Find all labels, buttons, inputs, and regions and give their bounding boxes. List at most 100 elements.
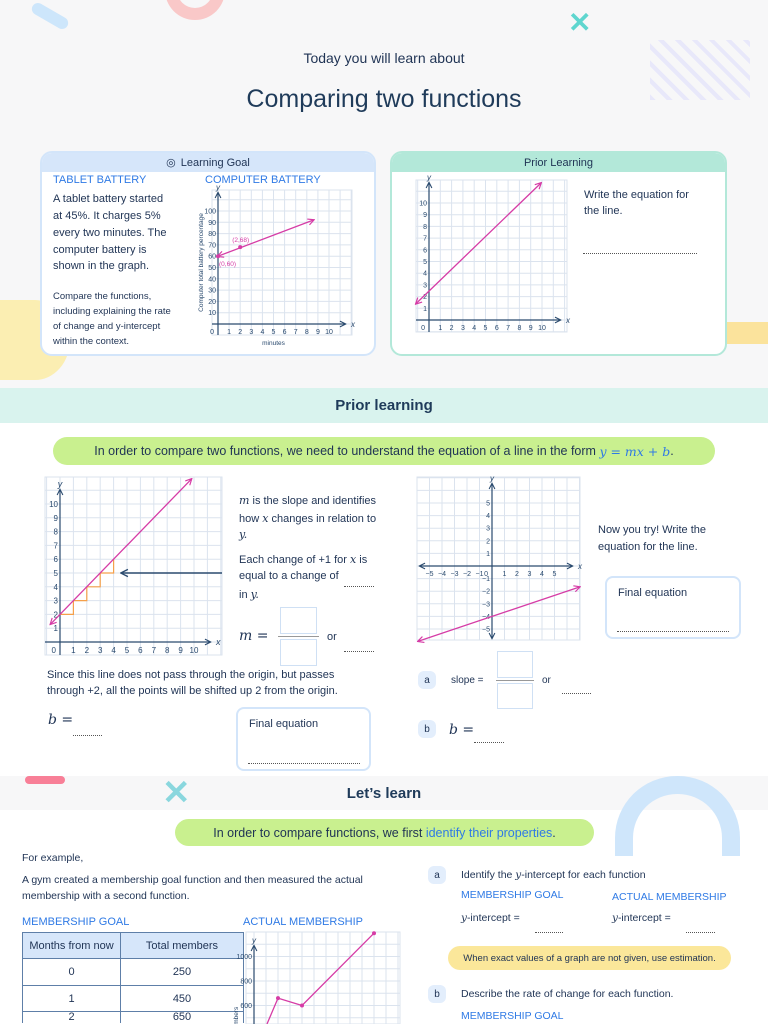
y-tick-label: 1 — [423, 306, 427, 313]
tablet-line: A tablet battery started — [53, 193, 164, 205]
try-it-prompt: Now you try! Write the — [598, 524, 706, 536]
y-axis-label: y — [426, 175, 432, 182]
table-header: Months from now — [22, 932, 121, 959]
try-slope-answer-line[interactable] — [562, 693, 591, 694]
since-text: Since this line does not pass through th… — [47, 669, 335, 681]
slope-text: y. — [239, 528, 248, 541]
slope-text: equal to a change of — [239, 570, 339, 582]
x-tick-label: 8 — [305, 329, 309, 336]
x-tick-label: 7 — [152, 646, 157, 655]
b-answer-line[interactable] — [73, 735, 102, 736]
table-cell: 0 — [22, 958, 121, 986]
slope-answer-line[interactable] — [344, 651, 374, 652]
try-numerator-input[interactable] — [497, 651, 533, 678]
y-tick-label: −5 — [482, 627, 490, 634]
data-point — [238, 245, 243, 250]
y-tick-label: 9 — [54, 514, 59, 523]
y-tick-label: 4 — [486, 513, 490, 520]
numerator-input[interactable] — [280, 607, 317, 634]
y-tick-label: 5 — [486, 501, 490, 508]
actual-label: ACTUAL MEMBERSHIP — [612, 891, 727, 903]
final-equation-label: Final equation — [618, 587, 688, 599]
y-tick-label: 1000 — [236, 954, 252, 961]
x-tick-label: 5 — [125, 646, 130, 655]
goal-yintercept-answer[interactable] — [535, 932, 563, 933]
lets-learn-pill: In order to compare functions, we first … — [175, 819, 594, 846]
final-equation-line[interactable] — [617, 631, 729, 632]
x-tick-label: 4 — [472, 325, 476, 332]
pill-text: In order to compare two functions, we ne… — [94, 444, 600, 458]
part-a-badge: a — [418, 671, 436, 689]
y-tick-label: 8 — [54, 528, 59, 537]
try-denominator-input[interactable] — [497, 683, 533, 709]
table-cell: 450 — [120, 985, 244, 1012]
function-line — [418, 587, 579, 641]
y-tick-label: 8 — [423, 224, 427, 231]
or-text: or — [327, 631, 337, 643]
grid-frame — [245, 931, 401, 1024]
y-axis-label: y — [489, 474, 495, 483]
actual-membership-graph: y 600 800 1000 Total members — [233, 931, 401, 1024]
x-tick-label: 5 — [484, 325, 488, 332]
x-tick-label: 6 — [138, 646, 143, 655]
actual-yintercept-answer[interactable] — [686, 932, 715, 933]
y-tick-label: 90 — [208, 220, 216, 227]
x-tick-label: 2 — [85, 646, 90, 655]
y-tick-label: 6 — [423, 247, 427, 254]
membership-goal-heading: MEMBERSHIP GOAL — [22, 916, 130, 928]
x-tick-label: 8 — [165, 646, 170, 655]
compare-line: of change and y-intercept — [53, 321, 161, 332]
try-b-equals: b = — [449, 722, 475, 738]
y-axis-label: y — [57, 479, 63, 489]
fraction-bar — [496, 680, 534, 681]
computer-battery-graph: y x 0 1 2 3 4 5 6 7 8 9 10 10 20 30 40 50 60 70 80 90 100Compu… — [198, 185, 356, 347]
final-equation-box[interactable]: Final equation — [236, 707, 371, 771]
table-row: 0 250 — [22, 958, 244, 986]
final-equation-line[interactable] — [248, 763, 360, 764]
change-answer-line[interactable] — [344, 586, 374, 587]
x-tick-label: 3 — [528, 571, 532, 578]
x-tick-label: −5 — [426, 571, 434, 578]
x-tick-label: 6 — [495, 325, 499, 332]
function-line — [218, 220, 313, 256]
y-tick-label: 30 — [208, 288, 216, 295]
prior-card-answer-line[interactable] — [583, 253, 697, 254]
or-text: or — [542, 675, 551, 686]
y-tick-label: 50 — [208, 265, 216, 272]
data-point — [300, 1003, 304, 1008]
x-axis-label: x — [215, 637, 221, 647]
y-tick-label: 5 — [423, 259, 427, 266]
actual-membership-heading: ACTUAL MEMBERSHIP — [243, 916, 364, 928]
y-tick-label: 7 — [423, 236, 427, 243]
b-equals: b = — [48, 712, 74, 728]
tablet-line: computer battery is — [53, 244, 147, 256]
y-tick-label: −3 — [482, 601, 490, 608]
x-tick-label: −2 — [463, 571, 471, 578]
b-goal-label: MEMBERSHIP GOAL — [461, 1010, 564, 1022]
membership-table-wrap: Months from now Total members 0 250 1 450 … — [22, 932, 245, 1023]
table-row: 1 450 — [22, 985, 244, 1012]
x-tick-label: 9 — [316, 329, 320, 336]
goal-yintercept-label: y-intercept = — [461, 912, 520, 924]
try-it-prompt: equation for the line. — [598, 541, 698, 553]
table-row: 2 650 — [22, 1011, 244, 1023]
x-tick-label: 9 — [178, 646, 183, 655]
computer-heading: COMPUTER BATTERY — [205, 174, 321, 186]
x-tick-label: 4 — [260, 329, 264, 336]
try-b-answer-line[interactable] — [474, 742, 504, 743]
question-a-text: Identify the y-intercept for each functi… — [461, 869, 646, 881]
fraction-bar — [278, 636, 319, 637]
part-b-badge: b — [418, 720, 436, 738]
x-tick-label: −4 — [438, 571, 446, 578]
x-tick-label: 10 — [325, 329, 333, 336]
origin-label: 0 — [484, 571, 488, 578]
y-tick-label: 1 — [486, 551, 490, 558]
try-it-final-equation-box[interactable]: Final equation — [605, 576, 741, 639]
compare-line: Compare the functions, — [53, 291, 152, 302]
y-tick-label: 10 — [49, 500, 58, 509]
denominator-input[interactable] — [280, 639, 317, 666]
pill-math: y = mx + b — [599, 443, 671, 459]
learning-goal-header: ◎ Learning Goal — [42, 153, 374, 172]
actual-yintercept-label: y-intercept = — [612, 912, 671, 924]
